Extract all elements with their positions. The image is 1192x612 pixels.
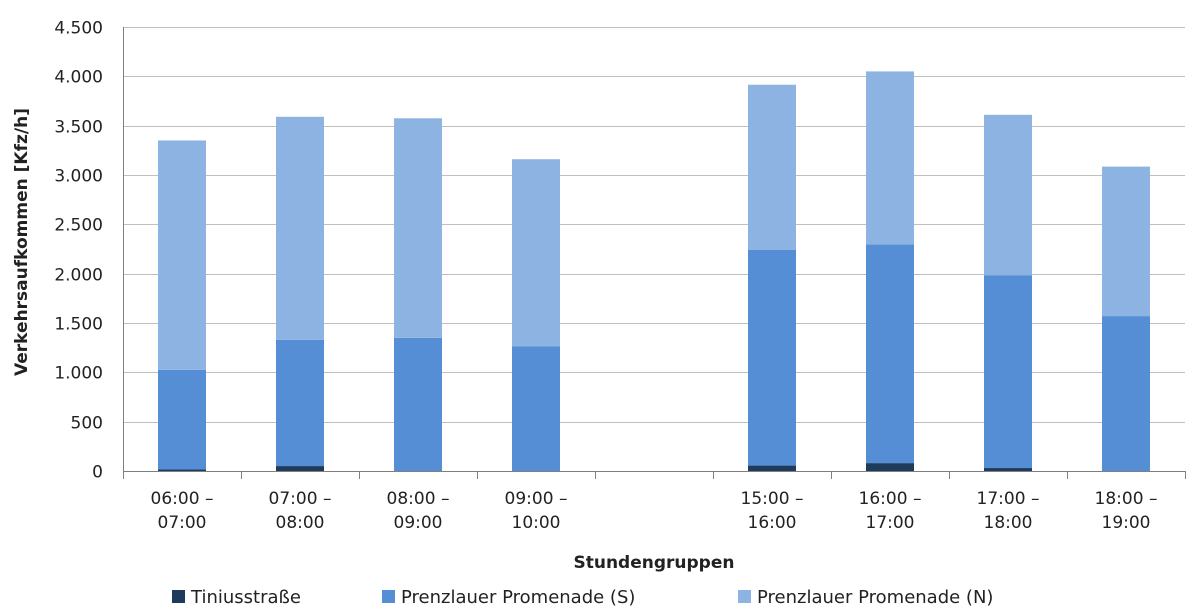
legend-swatch	[738, 590, 751, 603]
legend-label: Prenzlauer Promenade (N)	[757, 587, 993, 608]
bar-segment	[512, 346, 560, 471]
x-tick-label: 07:00	[158, 513, 207, 533]
bar-segment	[984, 114, 1032, 276]
x-tick-label: 08:00 –	[387, 489, 450, 509]
y-tick-label: 2.000	[54, 266, 103, 286]
y-tick-label: 3.500	[54, 118, 103, 138]
y-tick-label: 500	[71, 414, 103, 434]
y-axis-title: Verkehrsaufkommen [Kfz/h]	[12, 108, 32, 376]
bar-segment	[748, 465, 796, 471]
bar-segment	[1102, 316, 1150, 471]
bar-segment	[158, 469, 206, 471]
x-tick-label: 17:00	[866, 513, 915, 533]
y-tick-label: 4.000	[54, 68, 103, 88]
x-tick-label: 07:00 –	[269, 489, 332, 509]
x-tick-label: 09:00 –	[505, 489, 568, 509]
x-tick-label: 06:00 –	[151, 489, 214, 509]
axes: 0 500 1.000 1.500 2.000 2.500 3.000 3.500 4.000 4…	[54, 19, 1186, 533]
x-tick-label: 10:00	[512, 513, 561, 533]
x-tick-label: 18:00	[984, 513, 1033, 533]
bars	[158, 71, 1150, 471]
bar-segment	[276, 116, 324, 340]
legend-label: Prenzlauer Promenade (S)	[401, 587, 635, 608]
bar-segment	[158, 369, 206, 470]
bar-segment	[866, 244, 914, 464]
bar-segment	[984, 468, 1032, 471]
bar-segment	[158, 140, 206, 370]
bar-segment	[276, 339, 324, 467]
x-tick-label: 18:00 –	[1095, 489, 1158, 509]
y-tick-label: 2.500	[54, 216, 103, 236]
bar-segment	[1102, 166, 1150, 317]
legend-label: Tiniusstraße	[190, 587, 301, 608]
x-tick-label: 16:00 –	[859, 489, 922, 509]
y-tick-label: 0	[92, 463, 103, 483]
bar-segment	[866, 463, 914, 471]
y-tick-label: 1.500	[54, 315, 103, 335]
x-tick-label: 17:00 –	[977, 489, 1040, 509]
bar-segment	[748, 249, 796, 466]
x-tick-label: 09:00	[394, 513, 443, 533]
bar-segment	[512, 159, 560, 347]
y-tick-label: 1.000	[54, 364, 103, 384]
bar-segment	[748, 84, 796, 250]
bar-segment	[394, 337, 442, 471]
legend-swatch	[172, 590, 185, 603]
bar-segment	[866, 71, 914, 245]
x-tick-label: 15:00 –	[741, 489, 804, 509]
legend-swatch	[382, 590, 395, 603]
bar-segment	[984, 275, 1032, 469]
x-tick-label: 16:00	[748, 513, 797, 533]
y-tick-label: 4.500	[54, 19, 103, 39]
y-tick-label: 3.000	[54, 167, 103, 187]
bar-segment	[276, 466, 324, 471]
x-tick-label: 19:00	[1102, 513, 1151, 533]
x-tick-label: 08:00	[276, 513, 325, 533]
x-axis-title: Stundengruppen	[573, 553, 734, 573]
bar-segment	[394, 118, 442, 338]
legend: Tiniusstraße Prenzlauer Promenade (S) Pren…	[172, 587, 993, 608]
